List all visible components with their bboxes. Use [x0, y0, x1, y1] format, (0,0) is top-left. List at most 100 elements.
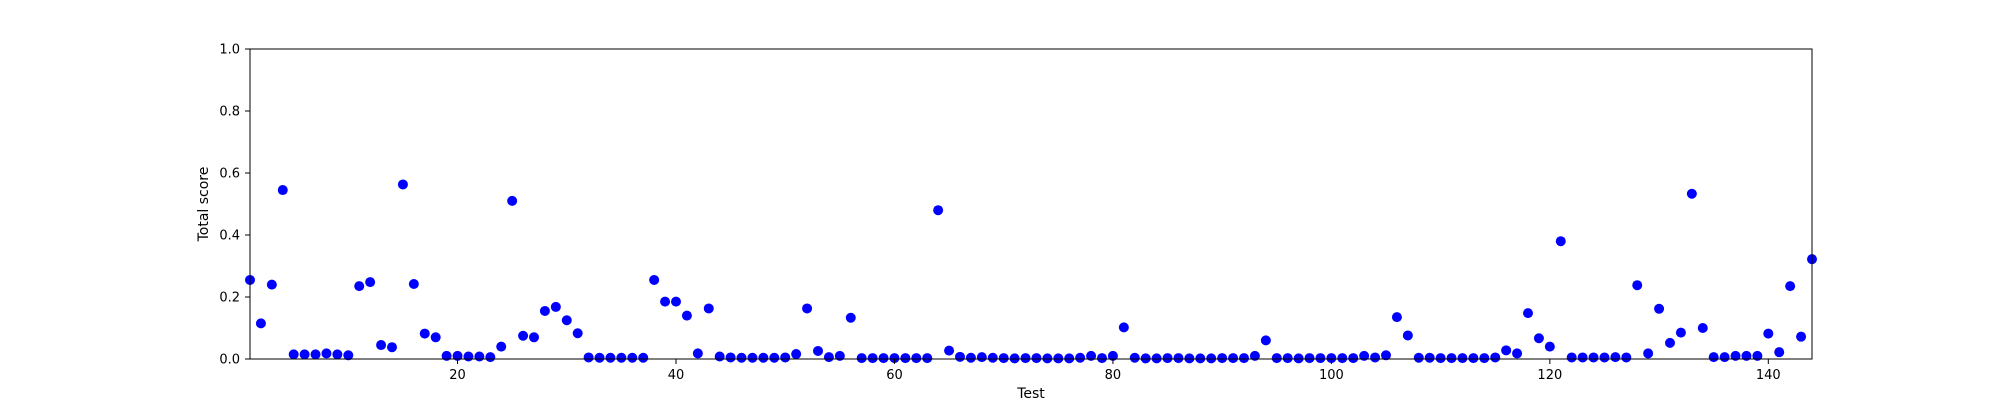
data-point: [1129, 352, 1140, 363]
data-point: [1697, 323, 1708, 333]
x-tick-label: 120: [1537, 368, 1562, 383]
data-point: [463, 351, 474, 362]
data-point: [485, 352, 496, 363]
data-point: [725, 352, 736, 363]
data-point: [681, 310, 692, 321]
data-point: [1512, 348, 1523, 359]
data-point: [1064, 353, 1075, 364]
data-point: [1490, 352, 1501, 363]
data-point: [583, 352, 594, 363]
data-point: [660, 296, 671, 307]
data-point: [1665, 337, 1675, 348]
data-point: [1730, 350, 1741, 361]
data-point: [1326, 353, 1337, 364]
data-point: [419, 328, 430, 339]
data-point: [1020, 353, 1031, 364]
data-point: [594, 352, 605, 363]
data-point: [802, 303, 813, 314]
data-point: [867, 353, 878, 364]
data-point: [1741, 350, 1752, 361]
data-point: [1053, 353, 1064, 364]
x-tick-label: 20: [449, 368, 466, 383]
data-point: [878, 353, 889, 364]
data-point: [791, 349, 802, 360]
data-point: [1424, 352, 1435, 363]
x-tick-label: 40: [668, 368, 685, 383]
data-point: [1304, 353, 1315, 364]
data-point: [1359, 350, 1370, 361]
data-point: [1140, 353, 1151, 364]
data-point: [1217, 353, 1228, 364]
data-point: [1086, 350, 1097, 361]
data-point: [1610, 352, 1621, 363]
data-point: [1195, 353, 1206, 364]
data-point: [1391, 312, 1402, 323]
data-point: [1686, 188, 1697, 199]
y-tick-label: 0.0: [219, 353, 240, 368]
data-point: [1752, 350, 1763, 361]
data-point: [1031, 353, 1042, 364]
data-point: [769, 352, 780, 363]
data-point: [277, 185, 288, 196]
data-point: [1042, 353, 1053, 364]
data-points: [245, 179, 1817, 364]
data-point: [1282, 353, 1293, 364]
y-tick-label: 0.8: [219, 105, 240, 120]
data-point: [496, 341, 507, 352]
data-point: [288, 349, 299, 360]
data-point: [1293, 353, 1304, 364]
data-point: [933, 205, 944, 216]
data-point: [1577, 352, 1588, 363]
data-point: [1151, 353, 1162, 364]
data-point: [1118, 322, 1129, 333]
data-point: [1719, 352, 1730, 363]
data-point: [944, 345, 955, 356]
data-point: [1675, 327, 1686, 338]
data-point: [561, 315, 572, 326]
data-point: [987, 352, 998, 363]
data-point: [1457, 353, 1468, 364]
data-point: [1643, 348, 1654, 359]
data-point: [354, 281, 365, 292]
data-point: [332, 349, 343, 360]
data-point: [998, 353, 1009, 364]
data-point: [758, 352, 769, 363]
y-tick-label: 0.4: [219, 229, 240, 244]
data-point: [299, 349, 310, 360]
data-point: [1239, 353, 1249, 364]
data-point: [408, 278, 419, 289]
data-point: [813, 345, 823, 356]
data-point: [1228, 353, 1239, 364]
data-point: [1446, 353, 1457, 364]
x-axis-label: Test: [1016, 386, 1045, 400]
y-tick-label: 0.6: [219, 167, 240, 182]
data-point: [1337, 353, 1348, 364]
data-point: [550, 301, 561, 312]
data-point: [976, 352, 987, 363]
y-axis-label: Total score: [196, 167, 212, 243]
data-point: [889, 353, 900, 364]
y-tick-label: 0.2: [219, 291, 240, 306]
x-axis-ticks: 20 40 60 80 100 120 140: [449, 359, 1781, 383]
data-point: [616, 352, 627, 363]
data-point: [703, 303, 714, 314]
x-tick-label: 60: [886, 368, 903, 383]
x-tick-label: 100: [1319, 368, 1344, 383]
data-point: [507, 195, 518, 206]
data-point: [965, 352, 976, 363]
data-point: [692, 348, 703, 359]
data-point: [1566, 352, 1577, 363]
data-point: [627, 352, 638, 363]
data-point: [1271, 353, 1282, 364]
data-point: [1402, 330, 1413, 341]
data-point: [1523, 308, 1533, 319]
data-point: [518, 330, 529, 341]
data-point: [1479, 353, 1490, 364]
data-point: [1249, 350, 1260, 361]
data-point: [1315, 353, 1326, 364]
data-point: [474, 351, 485, 362]
data-point: [1348, 353, 1359, 364]
data-point: [1173, 353, 1184, 364]
